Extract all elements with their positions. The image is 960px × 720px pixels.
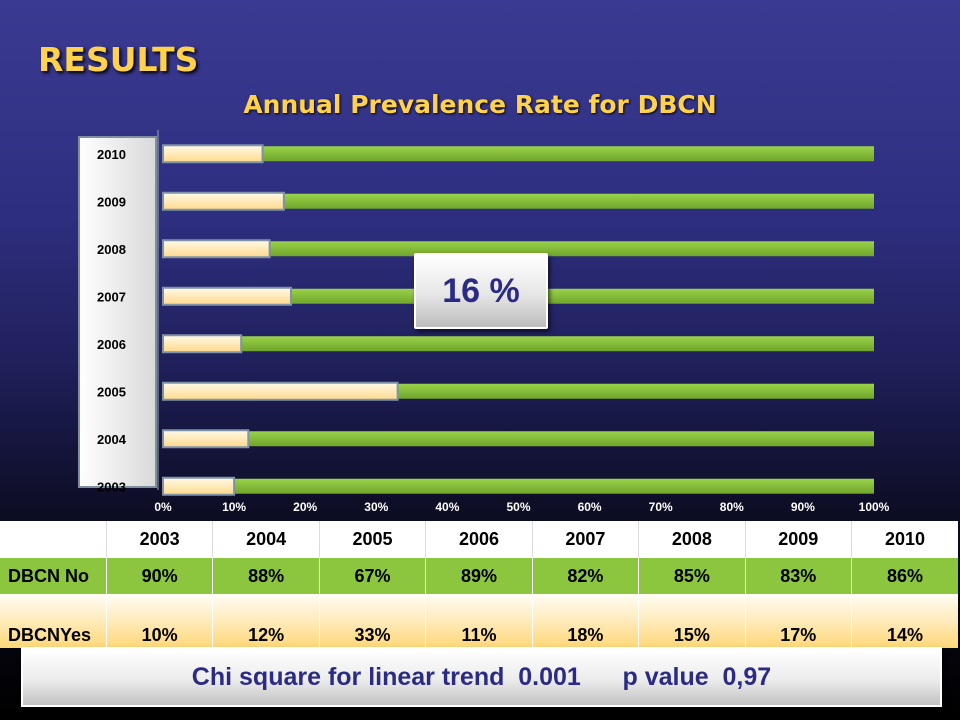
table-cell: 18%	[531, 594, 639, 648]
table-cell: 82%	[531, 558, 639, 594]
y-axis-panel	[78, 136, 157, 488]
x-tick-label: 70%	[649, 500, 673, 514]
y-tick-label: 2006	[97, 337, 126, 352]
header-cell: 2010	[851, 521, 958, 558]
bar-dbcn-no-2009	[283, 193, 874, 209]
table-cell: 86%	[851, 558, 958, 594]
bar-dbcn-yes-2008	[162, 239, 271, 259]
table-cell: 85%	[638, 558, 746, 594]
header-cell: 2007	[531, 521, 639, 558]
x-tick-label: 20%	[293, 500, 317, 514]
header-cell: 2008	[638, 521, 746, 558]
table-header-row: 2003 2004 2005 2006 2007 2008 2009 2010	[0, 521, 958, 558]
header-cell: 2005	[318, 521, 426, 558]
x-tick-label: 50%	[506, 500, 530, 514]
table-cell: 88%	[212, 558, 320, 594]
table-cell: 83%	[744, 558, 852, 594]
x-tick-label: 40%	[435, 500, 459, 514]
bar-dbcn-no-2008	[269, 241, 874, 257]
y-tick-label: 2010	[97, 147, 126, 162]
table-row-dbcn-yes: DBCNYes 10% 12% 33% 11% 18% 15% 17% 14%	[0, 594, 958, 648]
row-label: DBCNYes	[0, 594, 107, 648]
y-tick-label: 2009	[97, 194, 126, 209]
bar-dbcn-no-2005	[397, 383, 874, 399]
x-tick-label: 80%	[720, 500, 744, 514]
chart-title: Annual Prevalence Rate for DBCN	[243, 90, 717, 119]
header-cell: 2004	[212, 521, 320, 558]
table-cell: 17%	[744, 594, 852, 648]
bar-dbcn-yes-2004	[162, 429, 250, 449]
header-cell: 2006	[425, 521, 533, 558]
x-tick-label: 100%	[859, 500, 890, 514]
data-table: 2003 2004 2005 2006 2007 2008 2009 2010 …	[0, 521, 958, 648]
table-cell: 11%	[425, 594, 533, 648]
table-row-dbcn-no: DBCN No 90% 88% 67% 89% 82% 85% 83% 86%	[0, 558, 958, 594]
bar-dbcn-no-2007	[290, 288, 875, 304]
callout-badge: 16 %	[414, 253, 548, 329]
table-cell: 15%	[638, 594, 746, 648]
x-tick-label: 10%	[222, 500, 246, 514]
bar-dbcn-yes-2006	[162, 334, 243, 354]
y-tick-label: 2008	[97, 242, 126, 257]
x-tick-label: 0%	[154, 500, 172, 514]
bar-dbcn-no-2003	[234, 478, 875, 494]
x-tick-label: 30%	[364, 500, 388, 514]
x-tick-label: 90%	[791, 500, 815, 514]
table-cell: 33%	[318, 594, 426, 648]
header-cell: 2003	[105, 521, 213, 558]
bar-dbcn-yes-2010	[162, 144, 264, 164]
y-tick-label: 2005	[97, 384, 126, 399]
table-cell: 90%	[105, 558, 213, 594]
corner-cell	[0, 521, 107, 558]
chi-square-result: Chi square for linear trend 0.001 p valu…	[21, 647, 942, 707]
table-cell: 89%	[425, 558, 533, 594]
y-tick-label: 2003	[97, 479, 126, 494]
bar-dbcn-yes-2007	[162, 286, 292, 306]
table-cell: 14%	[851, 594, 958, 648]
bar-dbcn-yes-2009	[162, 191, 285, 211]
header-cell: 2009	[744, 521, 852, 558]
y-tick-label: 2004	[97, 432, 127, 447]
bar-dbcn-no-2010	[262, 146, 874, 162]
bar-dbcn-yes-2003	[162, 476, 236, 496]
y-tick-label: 2007	[97, 289, 126, 304]
table-cell: 12%	[212, 594, 320, 648]
row-label: DBCN No	[0, 558, 107, 594]
bar-dbcn-yes-2005	[162, 381, 399, 401]
table-cell: 10%	[105, 594, 213, 648]
x-tick-label: 60%	[578, 500, 602, 514]
table-cell: 67%	[318, 558, 426, 594]
bar-dbcn-no-2004	[248, 431, 874, 447]
bar-dbcn-no-2006	[241, 336, 874, 352]
slide-title: RESULTS	[38, 40, 199, 79]
